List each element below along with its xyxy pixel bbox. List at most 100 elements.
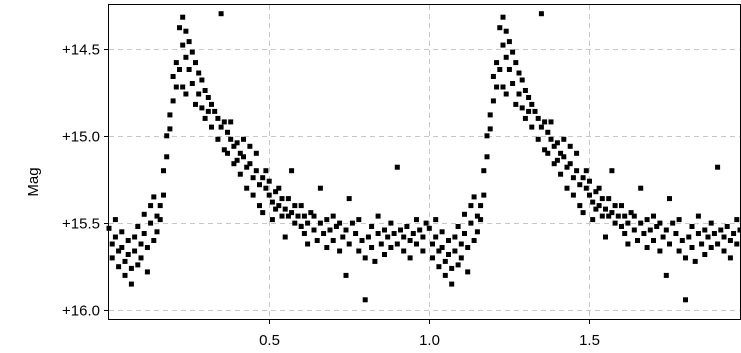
data-point-267	[564, 185, 570, 191]
data-point-100	[266, 192, 272, 198]
data-point-45	[180, 14, 186, 20]
data-point-216	[484, 154, 490, 160]
data-point-213	[481, 168, 487, 174]
data-point-58	[196, 91, 202, 97]
data-point-307	[631, 213, 637, 219]
data-point-342	[708, 220, 714, 226]
data-point-289	[599, 196, 605, 202]
data-point-49	[183, 54, 189, 60]
data-point-323	[667, 196, 672, 202]
data-point-77	[228, 119, 234, 125]
data-point-229	[503, 54, 509, 60]
data-point-109	[279, 196, 285, 202]
data-point-300	[619, 203, 624, 209]
data-point-151	[362, 297, 368, 303]
data-point-37	[167, 112, 173, 118]
data-point-65	[209, 101, 214, 107]
y-axis-label: Mag	[25, 167, 42, 196]
data-point-50	[183, 91, 189, 97]
data-point-117	[292, 203, 298, 209]
data-point-355	[734, 241, 740, 247]
data-point-279	[583, 168, 589, 174]
data-point-204	[465, 269, 471, 275]
data-point-13	[128, 265, 134, 271]
data-point-152	[365, 234, 371, 240]
data-point-21	[141, 211, 147, 217]
data-point-326	[673, 231, 679, 236]
data-point-253	[542, 147, 548, 153]
data-point-40	[170, 74, 176, 79]
data-point-173	[410, 231, 416, 236]
data-point-295	[609, 168, 615, 174]
data-point-205	[468, 203, 474, 209]
data-point-221	[494, 60, 500, 66]
data-point-75	[225, 150, 230, 156]
data-point-120	[298, 203, 304, 209]
data-point-150	[362, 255, 368, 261]
data-point-272	[574, 168, 580, 174]
data-point-22	[141, 231, 147, 236]
data-point-115	[289, 168, 295, 174]
data-point-106	[276, 203, 282, 209]
data-point-330	[683, 255, 688, 261]
data-point-329	[679, 238, 685, 243]
data-point-85	[241, 136, 246, 142]
data-point-143	[346, 196, 352, 202]
data-point-259	[551, 161, 557, 167]
data-point-324	[667, 241, 672, 247]
data-point-285	[593, 206, 599, 212]
data-point-254	[545, 129, 551, 135]
data-point-178	[420, 234, 426, 240]
data-point-113	[285, 213, 291, 219]
data-point-80	[234, 140, 240, 146]
data-point-321	[663, 272, 669, 278]
data-point-131	[321, 231, 327, 236]
data-point-116	[292, 220, 298, 226]
data-point-121	[301, 231, 307, 236]
data-point-176	[417, 227, 423, 233]
data-point-27	[151, 238, 157, 243]
data-point-189	[442, 258, 448, 264]
data-point-43	[177, 25, 182, 31]
data-point-187	[439, 229, 445, 235]
data-point-296	[612, 220, 618, 226]
data-point-74	[225, 129, 230, 135]
data-point-261	[554, 157, 560, 163]
data-point-36	[164, 154, 170, 160]
data-point-145	[349, 220, 355, 226]
data-point-236	[513, 101, 519, 107]
data-point-18	[135, 224, 141, 229]
data-point-223	[497, 25, 503, 31]
data-point-59	[199, 77, 205, 83]
data-point-206	[468, 220, 474, 226]
data-point-224	[497, 67, 503, 72]
data-point-160	[382, 252, 387, 257]
data-point-288	[599, 213, 605, 219]
data-point-42	[173, 84, 179, 90]
data-point-344	[711, 231, 717, 236]
data-point-301	[622, 231, 628, 236]
data-point-320	[660, 234, 666, 240]
data-point-83	[237, 171, 243, 177]
data-point-264	[561, 154, 567, 160]
data-point-103	[269, 217, 275, 223]
data-point-345	[715, 241, 721, 247]
data-point-155	[372, 258, 378, 264]
data-point-230	[503, 91, 509, 97]
data-point-328	[676, 217, 682, 223]
y-tick-label-1: +15.0	[62, 129, 100, 146]
data-point-192	[446, 252, 451, 257]
data-point-325	[670, 220, 676, 226]
data-point-188	[439, 245, 445, 250]
data-point-123	[305, 220, 311, 226]
data-point-174	[414, 217, 419, 223]
data-point-246	[529, 124, 535, 130]
data-point-284	[593, 189, 599, 195]
data-point-104	[273, 189, 279, 195]
x-tick-label-0: 0.5	[259, 332, 280, 349]
data-point-202	[462, 231, 467, 236]
data-point-142	[343, 227, 349, 233]
data-point-67	[212, 108, 218, 114]
data-point-101	[266, 178, 272, 184]
data-point-41	[173, 60, 179, 66]
